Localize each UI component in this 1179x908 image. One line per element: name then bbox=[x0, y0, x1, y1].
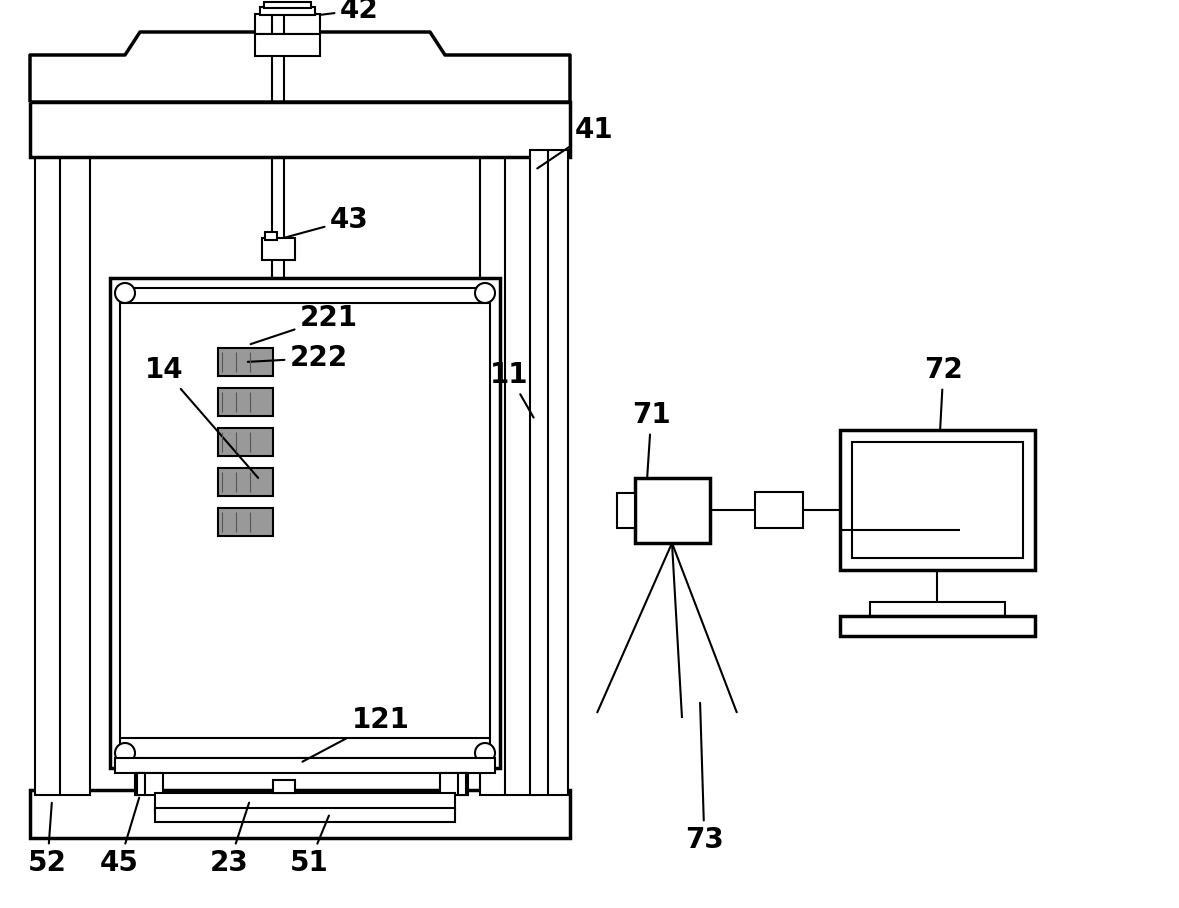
Text: 45: 45 bbox=[100, 797, 139, 877]
Circle shape bbox=[475, 283, 495, 303]
Bar bbox=[218, 428, 274, 456]
Text: 222: 222 bbox=[248, 344, 348, 372]
Text: 221: 221 bbox=[251, 304, 358, 344]
Bar bbox=[255, 34, 320, 56]
Bar bbox=[218, 348, 274, 376]
Bar bbox=[839, 430, 1035, 570]
Text: 51: 51 bbox=[290, 815, 329, 877]
Bar bbox=[852, 442, 1023, 558]
Bar bbox=[531, 150, 568, 795]
Text: 73: 73 bbox=[685, 703, 724, 854]
Bar bbox=[154, 793, 455, 811]
Text: 72: 72 bbox=[924, 356, 963, 429]
Bar bbox=[35, 150, 90, 795]
Bar bbox=[274, 780, 295, 793]
Bar bbox=[137, 773, 145, 795]
Bar bbox=[262, 238, 295, 260]
Bar bbox=[255, 14, 320, 34]
Text: 41: 41 bbox=[538, 116, 613, 169]
Bar bbox=[635, 478, 710, 543]
Bar bbox=[29, 790, 569, 838]
Bar bbox=[218, 508, 274, 536]
Bar bbox=[110, 278, 500, 768]
Text: 71: 71 bbox=[632, 401, 671, 478]
Bar bbox=[264, 2, 311, 8]
Circle shape bbox=[116, 743, 136, 763]
Bar bbox=[839, 616, 1035, 636]
Bar bbox=[136, 773, 163, 795]
Polygon shape bbox=[29, 32, 569, 102]
Circle shape bbox=[475, 743, 495, 763]
Text: 14: 14 bbox=[145, 356, 258, 478]
Bar bbox=[755, 492, 803, 528]
Text: 43: 43 bbox=[278, 206, 369, 240]
Text: 42: 42 bbox=[298, 0, 378, 24]
Bar bbox=[29, 102, 569, 157]
Bar bbox=[120, 288, 490, 758]
Bar bbox=[480, 150, 535, 795]
Bar bbox=[218, 468, 274, 496]
Text: 11: 11 bbox=[490, 361, 534, 418]
Bar bbox=[265, 232, 277, 240]
Bar bbox=[261, 7, 315, 15]
Text: 23: 23 bbox=[210, 803, 249, 877]
Bar bbox=[218, 388, 274, 416]
Bar bbox=[116, 758, 495, 773]
Circle shape bbox=[116, 283, 136, 303]
Bar bbox=[154, 808, 455, 822]
Bar bbox=[440, 773, 468, 795]
Bar bbox=[870, 602, 1005, 616]
Bar bbox=[617, 493, 635, 528]
Bar bbox=[457, 773, 466, 795]
Text: 121: 121 bbox=[303, 706, 410, 762]
Text: 52: 52 bbox=[28, 803, 67, 877]
